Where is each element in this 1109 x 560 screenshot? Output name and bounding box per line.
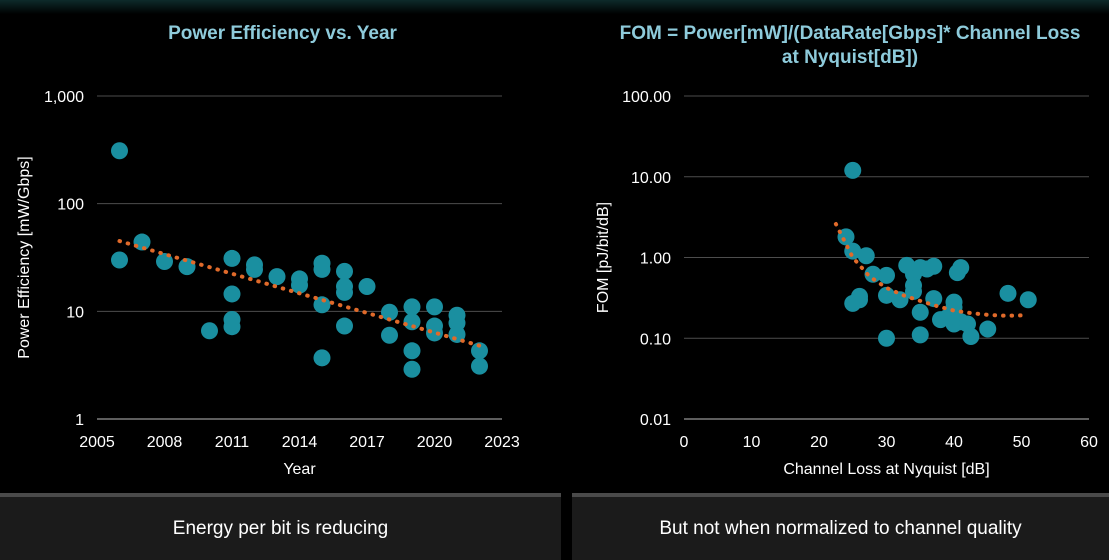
data-point	[313, 296, 331, 314]
right-caption: But not when normalized to channel quali…	[572, 493, 1109, 560]
x-tick-label: 40	[945, 434, 963, 451]
data-point	[471, 357, 488, 375]
data-point	[962, 328, 980, 346]
x-tick-label: 60	[1080, 434, 1098, 451]
data-point	[979, 320, 997, 338]
left-chart: 1 10 100 1,000 2005 2008 2011 2014 2017 2020 2023 Y…	[16, 89, 520, 478]
x-axis-title: Year	[283, 461, 316, 478]
x-tick-label: 2014	[282, 434, 318, 451]
data-point	[878, 329, 895, 347]
data-point	[381, 303, 398, 321]
data-point	[223, 318, 241, 336]
data-point	[911, 303, 929, 321]
data-point	[268, 268, 286, 286]
y-axis-title: Power Efficiency [mW/Gbps]	[16, 156, 33, 358]
data-point	[844, 161, 862, 179]
top-banner-strip	[0, 0, 1109, 14]
data-point	[403, 298, 421, 316]
data-point	[878, 286, 895, 304]
data-point	[336, 283, 353, 301]
data-point	[336, 317, 353, 335]
data-point	[336, 262, 353, 280]
data-point	[313, 260, 331, 278]
data-point	[911, 326, 929, 344]
x-axis-title: Channel Loss at Nyquist [dB]	[783, 461, 989, 478]
right-chart-title: FOM = Power[mW]/(DataRate[Gbps]* Channel…	[619, 23, 1081, 68]
data-point	[223, 249, 241, 267]
y-tick-label: 10.00	[631, 170, 671, 187]
data-point	[1019, 291, 1037, 309]
data-point	[925, 257, 943, 275]
data-point	[403, 313, 421, 331]
data-point	[381, 326, 398, 344]
trendline	[833, 221, 1031, 318]
y-tick-label: 0.01	[640, 412, 671, 429]
data-point	[223, 285, 241, 303]
data-point	[403, 342, 421, 360]
x-tick-label: 0	[680, 434, 689, 451]
data-point	[471, 342, 488, 360]
x-tick-label: 2005	[79, 434, 115, 451]
data-point	[426, 298, 443, 316]
x-tick-label: 2017	[349, 434, 385, 451]
trendline	[117, 239, 482, 348]
data-point	[905, 282, 922, 300]
data-point	[426, 324, 443, 342]
data-point	[851, 287, 868, 305]
x-tick-label: 30	[878, 434, 896, 451]
data-point	[999, 284, 1017, 302]
y-tick-label: 100.00	[622, 89, 671, 106]
data-point	[358, 278, 376, 296]
x-tick-label: 2023	[484, 434, 520, 451]
x-tick-label: 50	[1013, 434, 1031, 451]
data-point	[878, 266, 895, 284]
y-tick-label: 10	[66, 304, 84, 321]
y-axis-title: FOM [pJ/bit/dB]	[595, 202, 612, 313]
left-caption: Energy per bit is reducing	[0, 493, 561, 560]
y-tick-label: 1	[75, 412, 84, 429]
data-point	[111, 142, 128, 160]
data-point	[857, 247, 875, 265]
left-chart-title: Power Efficiency vs. Year	[168, 23, 397, 44]
data-point	[313, 349, 331, 367]
x-tick-label: 2011	[215, 434, 250, 451]
data-point	[864, 265, 882, 283]
data-point	[291, 276, 308, 294]
y-tick-label: 0.10	[640, 331, 671, 348]
x-tick-label: 10	[743, 434, 761, 451]
right-chart: 0.01 0.10 1.00 10.00 100.00 0 10 20 30 40 50 60 Chan…	[595, 89, 1098, 478]
data-point	[403, 360, 421, 378]
y-tick-label: 100	[57, 197, 84, 214]
data-point	[945, 299, 963, 317]
data-point	[111, 251, 128, 269]
y-tick-label: 1.00	[640, 251, 671, 268]
y-tick-label: 1,000	[44, 89, 84, 106]
x-tick-label: 2008	[147, 434, 183, 451]
data-point	[246, 260, 263, 278]
x-tick-label: 20	[810, 434, 828, 451]
x-tick-label: 2020	[417, 434, 453, 451]
data-point	[201, 322, 218, 340]
data-point	[952, 259, 970, 277]
